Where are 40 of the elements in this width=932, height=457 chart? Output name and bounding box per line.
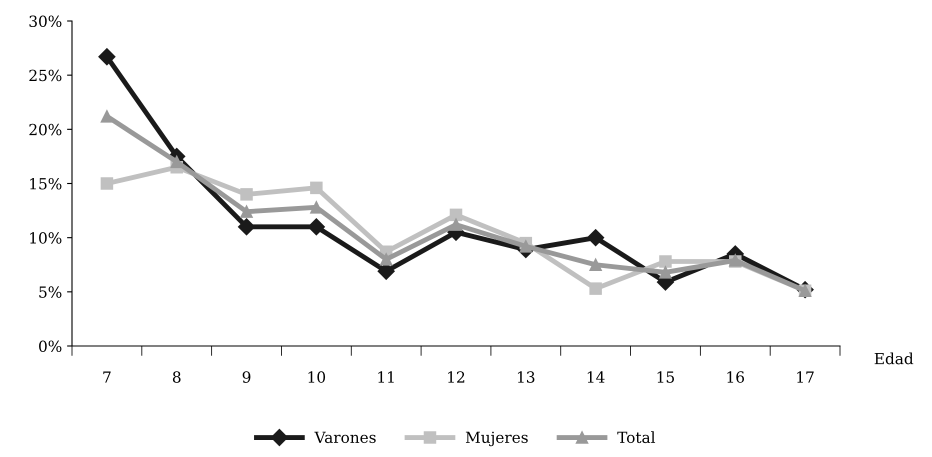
x-tick-label: 15 — [658, 371, 674, 383]
point — [100, 177, 114, 190]
x-tick-label: 17 — [797, 371, 814, 383]
y-tick-label: 20% — [29, 124, 62, 136]
point — [240, 188, 253, 201]
y-tick-label: 30% — [29, 15, 62, 28]
x-tick-label: 16 — [727, 371, 744, 383]
y-tick-label: 0% — [39, 340, 62, 352]
point — [100, 110, 114, 123]
point — [310, 182, 323, 194]
point — [450, 208, 462, 222]
legend-label: Total — [617, 431, 656, 444]
point — [238, 218, 256, 236]
point — [308, 218, 325, 236]
point — [520, 240, 532, 253]
y-tick-label: 5% — [39, 286, 62, 298]
point — [450, 218, 462, 231]
y-tick-label: 25% — [29, 70, 62, 82]
y-tick-label: 15% — [30, 178, 62, 190]
point — [380, 253, 392, 266]
x-tick-label: 9 — [242, 371, 250, 383]
x-tick-label: 12 — [448, 371, 464, 383]
point — [659, 266, 672, 279]
point — [589, 282, 602, 295]
point — [98, 48, 116, 66]
point — [587, 229, 604, 246]
legend-label: Mujeres — [466, 432, 528, 446]
x-tick-label: 7 — [103, 371, 111, 383]
x-tick-label: 14 — [588, 371, 605, 383]
x-tick-label: 8 — [172, 371, 181, 383]
x-tick-label: 13 — [518, 371, 534, 383]
legend-label: Varones — [314, 432, 376, 444]
point — [659, 255, 672, 268]
x-tick-label: 10 — [308, 371, 326, 383]
x-tick-label: 11 — [378, 371, 394, 383]
y-tick-label: 10% — [30, 232, 62, 244]
point — [589, 258, 602, 271]
x-axis-title: Edad — [874, 352, 914, 364]
point — [240, 205, 253, 218]
point — [170, 156, 183, 168]
